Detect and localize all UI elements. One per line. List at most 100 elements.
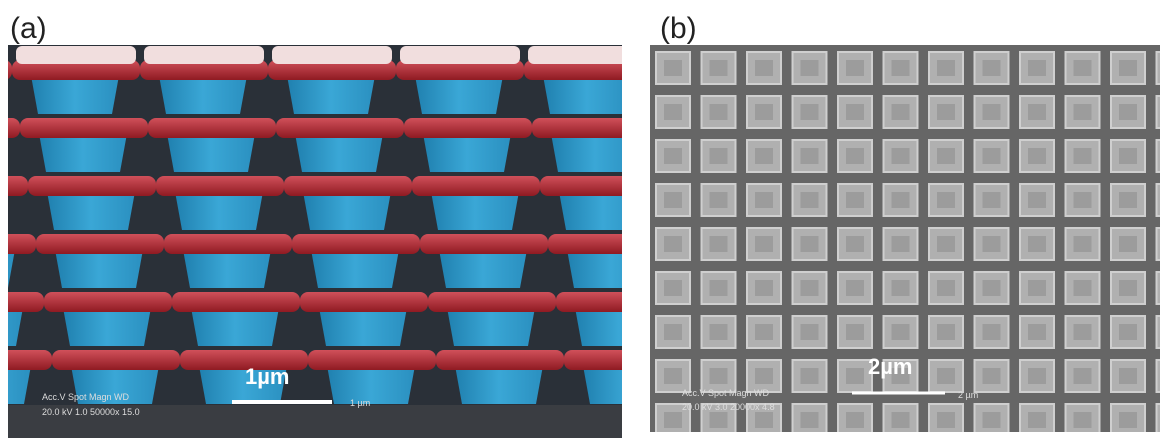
sem-image-a bbox=[0, 45, 692, 438]
square-inner bbox=[755, 104, 773, 120]
square-inner bbox=[1074, 148, 1092, 164]
plate bbox=[308, 350, 436, 370]
plate-top bbox=[528, 46, 648, 64]
square-inner bbox=[846, 324, 864, 340]
square-inner bbox=[755, 412, 773, 428]
plate bbox=[276, 118, 404, 138]
panel-label: (b) bbox=[660, 12, 697, 45]
square-inner bbox=[710, 104, 728, 120]
square-inner bbox=[1028, 324, 1046, 340]
square-inner bbox=[846, 148, 864, 164]
plate-top bbox=[16, 46, 136, 64]
square-inner bbox=[1119, 368, 1137, 384]
plate bbox=[52, 350, 180, 370]
square-inner bbox=[664, 412, 682, 428]
square-inner bbox=[983, 412, 1001, 428]
plate bbox=[0, 292, 44, 312]
square bbox=[1157, 184, 1167, 216]
plate bbox=[420, 234, 548, 254]
square-inner bbox=[892, 324, 910, 340]
square-inner bbox=[937, 368, 955, 384]
square bbox=[1157, 272, 1167, 304]
plate bbox=[436, 350, 564, 370]
square-inner bbox=[1028, 104, 1046, 120]
square bbox=[1157, 52, 1167, 84]
square-inner bbox=[1028, 60, 1046, 76]
square-inner bbox=[892, 192, 910, 208]
plate bbox=[540, 176, 668, 196]
square-inner bbox=[755, 280, 773, 296]
square-inner bbox=[710, 412, 728, 428]
square-inner bbox=[1028, 148, 1046, 164]
square-inner bbox=[983, 324, 1001, 340]
square-inner bbox=[1074, 368, 1092, 384]
panel-label: (a) bbox=[10, 12, 47, 45]
square-inner bbox=[1119, 324, 1137, 340]
square-inner bbox=[983, 368, 1001, 384]
square-inner bbox=[755, 236, 773, 252]
square-inner bbox=[983, 104, 1001, 120]
square-inner bbox=[1028, 236, 1046, 252]
square-inner bbox=[1028, 368, 1046, 384]
info-values: 20.0 kV 3.0 20000x 4.8 bbox=[682, 402, 775, 412]
square-inner bbox=[664, 104, 682, 120]
square-inner bbox=[846, 60, 864, 76]
square-inner bbox=[710, 60, 728, 76]
plate bbox=[292, 234, 420, 254]
plate bbox=[404, 118, 532, 138]
square-inner bbox=[937, 60, 955, 76]
square-inner bbox=[983, 148, 1001, 164]
square-inner bbox=[1119, 192, 1137, 208]
plate bbox=[428, 292, 556, 312]
square-inner bbox=[755, 60, 773, 76]
square-inner bbox=[801, 280, 819, 296]
plate-top bbox=[272, 46, 392, 64]
square-inner bbox=[846, 280, 864, 296]
square-inner bbox=[983, 236, 1001, 252]
square-inner bbox=[801, 412, 819, 428]
square-inner bbox=[755, 324, 773, 340]
square-inner bbox=[1074, 236, 1092, 252]
square-inner bbox=[710, 192, 728, 208]
square-inner bbox=[1074, 104, 1092, 120]
square-inner bbox=[1028, 192, 1046, 208]
square-inner bbox=[664, 280, 682, 296]
square-inner bbox=[1119, 60, 1137, 76]
square-inner bbox=[846, 412, 864, 428]
plate bbox=[36, 234, 164, 254]
square-inner bbox=[710, 236, 728, 252]
square-inner bbox=[937, 192, 955, 208]
square-inner bbox=[801, 104, 819, 120]
scale-label: 1µm bbox=[245, 364, 289, 389]
square-inner bbox=[755, 368, 773, 384]
plate bbox=[172, 292, 300, 312]
square-inner bbox=[892, 60, 910, 76]
square-inner bbox=[1074, 280, 1092, 296]
square-inner bbox=[755, 192, 773, 208]
plate bbox=[28, 176, 156, 196]
plate bbox=[0, 234, 36, 254]
square-inner bbox=[801, 368, 819, 384]
square bbox=[1157, 316, 1167, 348]
square-inner bbox=[983, 60, 1001, 76]
info-scale: 1 µm bbox=[350, 398, 370, 408]
square-inner bbox=[664, 60, 682, 76]
square-inner bbox=[983, 192, 1001, 208]
square-inner bbox=[892, 280, 910, 296]
square-inner bbox=[846, 104, 864, 120]
square-inner bbox=[801, 60, 819, 76]
square-inner bbox=[846, 368, 864, 384]
plate bbox=[0, 350, 52, 370]
square bbox=[1157, 96, 1167, 128]
square-inner bbox=[710, 148, 728, 164]
plate-top bbox=[144, 46, 264, 64]
square-inner bbox=[801, 236, 819, 252]
square-inner bbox=[710, 280, 728, 296]
plate bbox=[284, 176, 412, 196]
square-inner bbox=[1119, 104, 1137, 120]
square-inner bbox=[710, 324, 728, 340]
square-inner bbox=[892, 148, 910, 164]
square-inner bbox=[1119, 236, 1137, 252]
square-inner bbox=[937, 236, 955, 252]
square-inner bbox=[983, 280, 1001, 296]
